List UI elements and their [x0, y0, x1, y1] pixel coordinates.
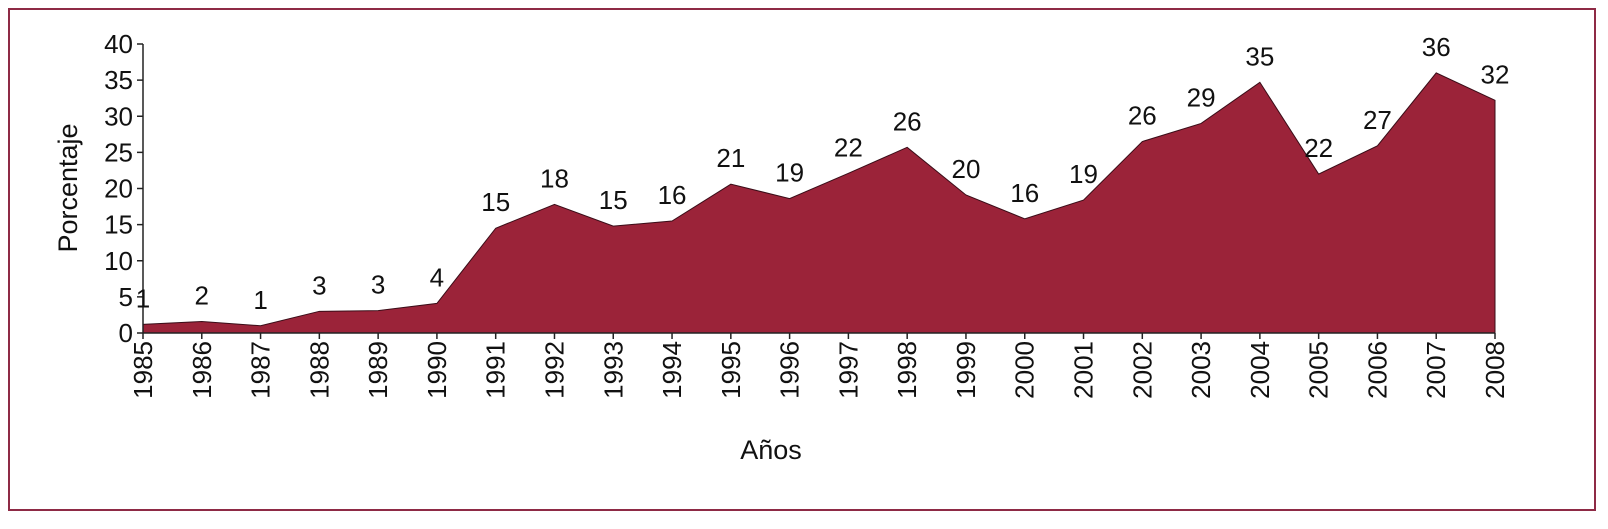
x-tick-label: 1994 [657, 341, 687, 399]
y-tick-label: 10 [104, 246, 133, 276]
data-label: 32 [1481, 59, 1510, 89]
data-label: 29 [1187, 82, 1216, 112]
x-tick-label: 1991 [481, 341, 511, 399]
data-label: 2 [195, 280, 209, 310]
data-label: 3 [371, 270, 385, 300]
x-tick-label: 2007 [1421, 341, 1451, 399]
data-label: 26 [1128, 101, 1157, 131]
data-label: 16 [1010, 178, 1039, 208]
x-tick-label: 2005 [1304, 341, 1334, 399]
x-tick-label: 1987 [246, 341, 276, 399]
x-tick-label: 2008 [1480, 341, 1510, 399]
x-axis-label: Años [740, 435, 802, 465]
data-label: 21 [716, 143, 745, 173]
data-label: 16 [658, 180, 687, 210]
x-tick-label: 1999 [951, 341, 981, 399]
data-label: 35 [1245, 41, 1274, 71]
x-tick-label: 1985 [128, 341, 158, 399]
x-tick-label: 2001 [1069, 341, 1099, 399]
data-label: 22 [834, 132, 863, 162]
x-tick-label: 1998 [892, 341, 922, 399]
x-tick-label: 2000 [1010, 341, 1040, 399]
x-tick-label: 1997 [833, 341, 863, 399]
chart-frame [8, 8, 1596, 511]
x-tick-label: 1996 [775, 341, 805, 399]
data-label: 15 [481, 187, 510, 217]
y-tick-label: 5 [119, 282, 133, 312]
data-label: 4 [430, 262, 444, 292]
area-series [142, 72, 1496, 334]
y-tick-label: 40 [104, 29, 133, 59]
data-label: 26 [893, 106, 922, 136]
y-tick-label: 15 [104, 210, 133, 240]
data-label: 27 [1363, 105, 1392, 135]
x-tick-label: 1986 [187, 341, 217, 399]
x-tick-label: 2004 [1245, 341, 1275, 399]
y-tick-label: 0 [119, 318, 133, 348]
x-tick-label: 1989 [363, 341, 393, 399]
x-tick-label: 1992 [539, 341, 569, 399]
data-label: 3 [312, 270, 326, 300]
data-label: 19 [1069, 159, 1098, 189]
data-label: 18 [540, 163, 569, 193]
data-label: 1 [253, 285, 267, 315]
y-axis-label: Porcentaje [53, 123, 83, 252]
data-label: 20 [951, 154, 980, 184]
y-tick-label: 25 [104, 137, 133, 167]
x-tick-label: 2006 [1362, 341, 1392, 399]
data-label: 19 [775, 158, 804, 188]
data-label: 15 [599, 185, 628, 215]
x-tick-label: 2003 [1186, 341, 1216, 399]
x-tick-label: 1988 [304, 341, 334, 399]
x-tick-label: 1995 [716, 341, 746, 399]
data-label: 1 [136, 283, 150, 313]
x-tick-label: 2002 [1127, 341, 1157, 399]
data-label: 22 [1304, 133, 1333, 163]
y-tick-label: 35 [104, 65, 133, 95]
y-tick-label: 30 [104, 101, 133, 131]
y-tick-label: 20 [104, 174, 133, 204]
x-tick-label: 1990 [422, 341, 452, 399]
data-label: 36 [1422, 32, 1451, 62]
x-tick-label: 1993 [598, 341, 628, 399]
